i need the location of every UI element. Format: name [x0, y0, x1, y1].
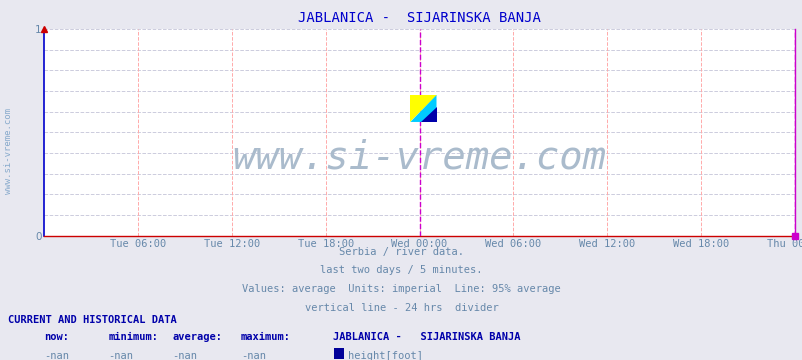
Text: Serbia / river data.: Serbia / river data. [338, 247, 464, 257]
Text: height[foot]: height[foot] [347, 351, 422, 360]
Text: maximum:: maximum: [241, 332, 290, 342]
Polygon shape [410, 95, 436, 122]
Polygon shape [410, 95, 436, 122]
Text: now:: now: [44, 332, 69, 342]
Text: www.si-vreme.com: www.si-vreme.com [3, 108, 13, 194]
Text: JABLANICA -   SIJARINSKA BANJA: JABLANICA - SIJARINSKA BANJA [333, 332, 520, 342]
Title: JABLANICA -  SIJARINSKA BANJA: JABLANICA - SIJARINSKA BANJA [298, 11, 541, 25]
Text: minimum:: minimum: [108, 332, 158, 342]
Text: -nan: -nan [172, 351, 197, 360]
Text: -nan: -nan [241, 351, 265, 360]
Text: vertical line - 24 hrs  divider: vertical line - 24 hrs divider [304, 303, 498, 313]
Text: -nan: -nan [108, 351, 133, 360]
Polygon shape [420, 107, 436, 122]
Text: www.si-vreme.com: www.si-vreme.com [233, 138, 606, 176]
Text: CURRENT AND HISTORICAL DATA: CURRENT AND HISTORICAL DATA [8, 315, 176, 325]
Text: average:: average: [172, 332, 222, 342]
Text: last two days / 5 minutes.: last two days / 5 minutes. [320, 265, 482, 275]
Text: -nan: -nan [44, 351, 69, 360]
Text: Values: average  Units: imperial  Line: 95% average: Values: average Units: imperial Line: 95… [242, 284, 560, 294]
